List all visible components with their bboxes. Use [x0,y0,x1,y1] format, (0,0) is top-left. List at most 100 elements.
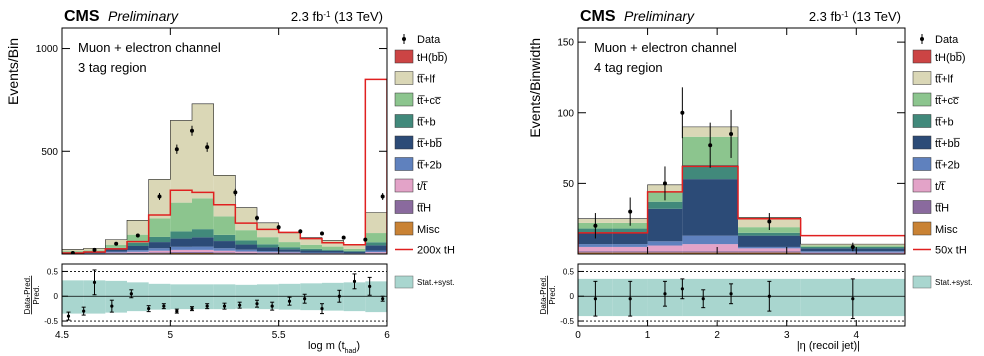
syst-band [105,280,127,313]
ratio-frame [577,263,906,327]
bar-Misc [647,252,683,254]
bar-ttbb [148,242,171,249]
x-tick-label: 5.5 [272,330,286,341]
legend-swatch-ttcc [912,92,932,107]
ratio-point [92,280,97,284]
ratio-point [337,294,341,298]
legend-data-marker [920,37,924,41]
ratio-y-title-num: Data-Pred. [539,276,548,315]
bar-ttbb [738,235,801,247]
legend-swatch-ttb [912,114,932,128]
ratio-point [663,292,667,296]
bar-ttb [738,232,801,236]
ratio-point [701,297,705,301]
bar-ttH [578,251,613,253]
data-point [767,219,772,224]
y-tick-label: 100 [557,108,574,119]
bar-tt2b [148,248,171,251]
ratio-point [729,292,733,296]
bar-ttb [127,242,149,246]
bar-ttlf [300,237,322,245]
x-title-end: ) [356,340,360,352]
bar-tt2b [278,251,301,253]
legend-label-tH: tH(bb̅) [935,52,966,64]
bar-ttb [300,248,322,251]
legend-swatch-tt [394,178,414,193]
legend-label-tt2b: tt̅+2b [935,160,960,172]
ratio-point [66,314,71,318]
bar-tt [105,252,127,254]
lumi-exponent: -1 [841,10,849,19]
bar-Misc [170,252,192,254]
legend-label-tt: t/t̅ [935,181,947,193]
bar-ttbb [235,244,257,250]
data-point [298,229,303,234]
x-tick-label: 5 [168,330,174,341]
ratio-point [320,307,324,311]
legend-syst-label: Stat.+syst. [417,278,455,287]
bar-ttbb [682,179,739,236]
bar-ttcc [127,234,149,243]
syst-band [192,284,214,310]
legend-swatch-ttcc [394,92,414,107]
status-label: Preliminary [108,8,179,24]
bar-ttH [170,251,192,253]
bar-ttb [192,229,214,238]
data-point [174,147,179,152]
bar-ttbb [257,247,279,252]
bar-Misc [612,252,648,254]
bar-ttb [257,244,279,248]
plot-area [578,87,905,254]
legend-swatch-ttbb [912,135,932,150]
x-axis-title: log m (thad) [308,340,360,355]
lumi-exponent: -1 [323,10,331,19]
ratio-point [255,302,259,306]
syst-band [213,284,236,310]
bar-tt [127,251,149,253]
ratio-y-title: Data-Pred. Pred. [23,276,41,315]
bar-ttlf [62,249,84,252]
legend-swatch-tt2b [394,157,414,171]
data-point [680,110,685,115]
ratio-point [190,307,194,311]
syst-band [83,280,106,314]
bar-tt2b [235,249,257,252]
y-tick-label: 1000 [36,44,59,55]
ratio-y-tick-label: 0.5 [47,267,59,276]
legend-swatch-tt2b [912,157,932,171]
bar-ttcc [192,198,214,230]
bar-tt2b [127,250,149,252]
x-title-sub: had [345,348,357,355]
ratio-point [129,292,133,296]
legend-label-signal: 200x tH [417,245,455,257]
legend-syst-swatch [394,275,414,289]
legend-label-tH: tH(bb̅) [417,52,448,64]
legend-syst-swatch [912,275,932,289]
ratio-point [238,303,242,307]
syst-band [257,284,279,310]
data-point [157,194,162,199]
ratio-point [680,287,684,291]
bar-tt [738,248,801,252]
bar-ttlf [170,120,192,203]
bar-tt2b [682,235,739,245]
luminosity-label: 2.3 fb-1 (13 TeV) [809,9,901,24]
x-tick-label: 2 [714,330,720,341]
bar-ttbb [105,249,127,252]
legend-swatch-Misc [912,221,932,236]
ratio-point [303,297,307,301]
signal-line [62,78,387,254]
ratio-point [628,297,632,301]
data-point [92,247,97,252]
data-point [628,209,633,214]
bar-tt [278,252,301,254]
ratio-y-tick-label: -0.5 [44,317,58,326]
ratio-point [767,294,771,298]
ratio-point [175,309,179,313]
ratio-point [352,279,357,283]
bar-ttb [235,240,257,245]
legend-label-ttH: tt̅H [935,203,949,215]
legend-label-data: Data [935,34,959,46]
bar-ttbb [343,251,366,253]
ratio-point [381,297,385,301]
